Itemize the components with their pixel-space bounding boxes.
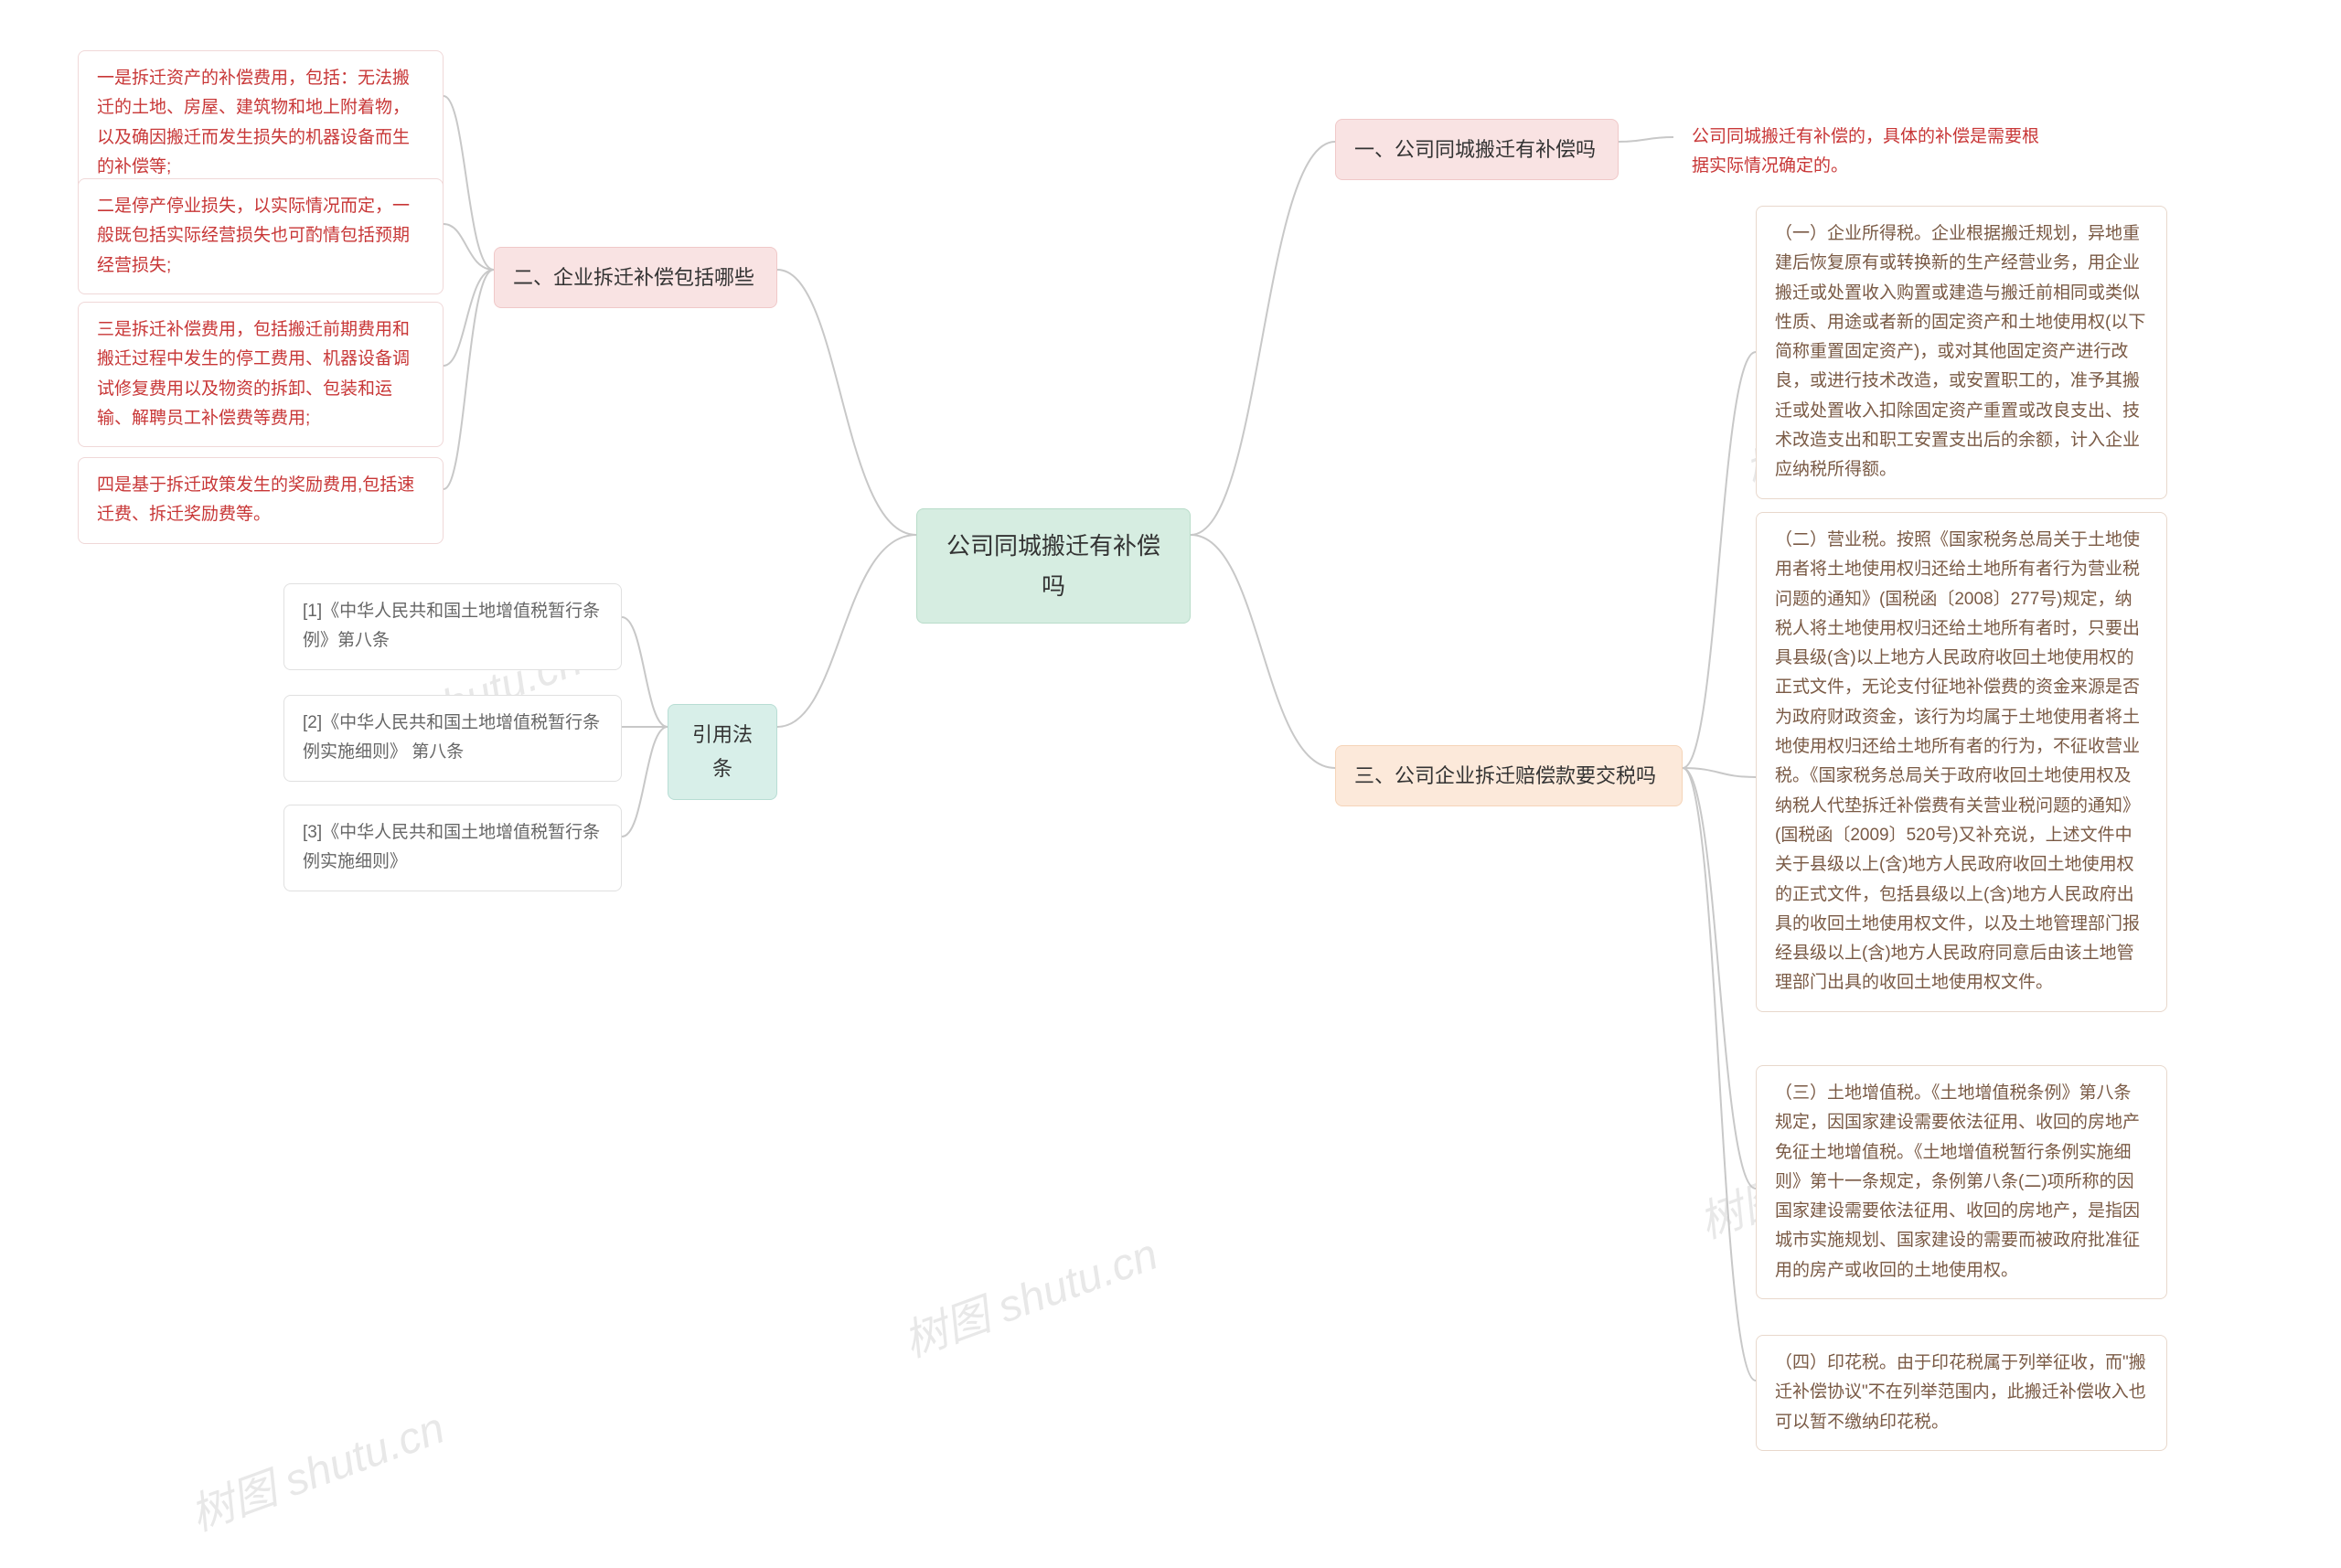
leaf-l2-1: 二是停产停业损失，以实际情况而定，一般既包括实际经营损失也可酌情包括预期经营损失… <box>78 178 444 294</box>
leaf-r1-0: 公司同城搬迁有补偿的，具体的补偿是需要根据实际情况确定的。 <box>1673 110 2067 195</box>
leaf-law-0: [1]《中华人民共和国土地增值税暂行条例》第八条 <box>283 583 622 670</box>
watermark: 树图 shutu.cn <box>893 1218 1165 1369</box>
branch-l2[interactable]: 二、企业拆迁补偿包括哪些 <box>494 247 777 308</box>
leaf-r3-2: （三）土地增值税。《土地增值税条例》第八条规定，因国家建设需要依法征用、收回的房… <box>1756 1065 2167 1299</box>
leaf-law-2: [3]《中华人民共和国土地增值税暂行条例实施细则》 <box>283 805 622 891</box>
leaf-l2-3: 四是基于拆迁政策发生的奖励费用,包括速迁费、拆迁奖励费等。 <box>78 457 444 544</box>
leaf-l2-2: 三是拆迁补偿费用，包括搬迁前期费用和搬迁过程中发生的停工费用、机器设备调试修复费… <box>78 302 444 447</box>
branch-r3[interactable]: 三、公司企业拆迁赔偿款要交税吗 <box>1335 745 1683 806</box>
watermark: 树图 shutu.cn <box>180 1392 452 1542</box>
branch-law[interactable]: 引用法条 <box>668 704 777 800</box>
leaf-r3-3: （四）印花税。由于印花税属于列举征收，而"搬迁补偿协议"不在列举范围内，此搬迁补… <box>1756 1335 2167 1451</box>
leaf-law-1: [2]《中华人民共和国土地增值税暂行条例实施细则》 第八条 <box>283 695 622 782</box>
leaf-l2-0: 一是拆迁资产的补偿费用，包括：无法搬迁的土地、房屋、建筑物和地上附着物，以及确因… <box>78 50 444 196</box>
branch-r1[interactable]: 一、公司同城搬迁有补偿吗 <box>1335 119 1619 180</box>
center-node[interactable]: 公司同城搬迁有补偿吗 <box>916 508 1191 624</box>
leaf-r3-1: （二）营业税。按照《国家税务总局关于土地使用者将土地使用权归还给土地所有者行为营… <box>1756 512 2167 1012</box>
leaf-r3-0: （一）企业所得税。企业根据搬迁规划，异地重建后恢复原有或转换新的生产经营业务，用… <box>1756 206 2167 499</box>
